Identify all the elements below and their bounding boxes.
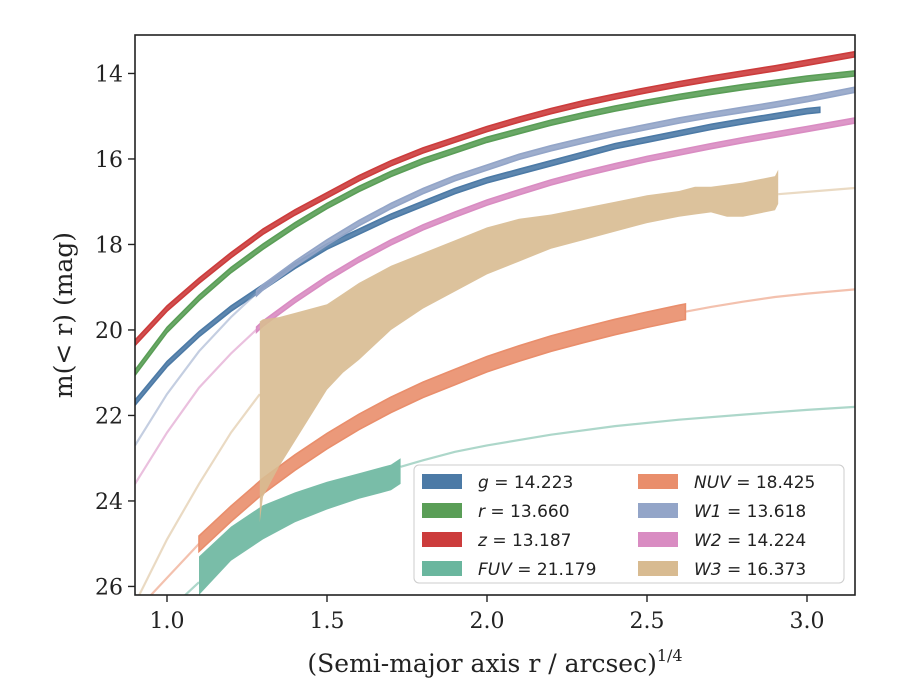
series-nuv-faded-outer — [685, 288, 855, 313]
legend-swatch — [638, 474, 678, 489]
legend-swatch — [638, 503, 678, 518]
series-g-main — [135, 106, 821, 407]
series-w2-faded-inner — [135, 328, 258, 485]
legend-label: g = 14.223 — [478, 473, 573, 493]
series-fuv-band — [199, 458, 401, 595]
series-fuv — [183, 405, 855, 595]
legend-label-value: = 14.224 — [722, 531, 807, 551]
legend-label-value: = 18.425 — [731, 473, 816, 493]
legend-label-var: W3 — [694, 560, 722, 580]
legend-item-w2: W2 = 14.224 — [638, 531, 806, 551]
series-w3-band — [259, 169, 779, 523]
y-axis-ticks: 14 16 18 20 22 24 26 — [95, 62, 135, 600]
y-tick-label: 22 — [95, 404, 123, 429]
series-nuv-main — [198, 303, 687, 554]
legend-label-var: FUV — [478, 560, 513, 580]
series-z-main — [135, 50, 855, 347]
legend-item-nuv: NUV = 18.425 — [638, 473, 815, 493]
y-tick-label: 26 — [95, 575, 123, 600]
x-axis-label-exponent: 1/4 — [657, 646, 683, 665]
legend-label-value: = 16.373 — [722, 560, 807, 580]
legend-box — [413, 464, 845, 584]
legend-label: W2 = 14.224 — [694, 531, 806, 551]
series-z — [135, 50, 855, 347]
legend-item-r: r = 13.660 — [422, 502, 570, 522]
y-tick-label: 14 — [95, 62, 123, 87]
legend-item-w3: W3 = 16.373 — [638, 560, 806, 580]
series-layer — [135, 50, 855, 595]
series-g — [135, 106, 821, 407]
plot-frame — [134, 34, 856, 596]
series-w1-faded-inner — [135, 292, 258, 446]
legend-label: W1 = 13.618 — [694, 502, 806, 522]
series-w3-faded-outer — [778, 186, 855, 196]
legend-item-fuv: FUV = 21.179 — [422, 560, 596, 580]
series-nuv — [149, 288, 855, 595]
legend-label-value: = 13.187 — [487, 531, 572, 551]
legend-label: r = 13.660 — [478, 502, 570, 522]
legend-swatch — [422, 532, 462, 547]
legend-swatch — [638, 561, 678, 576]
legend-label-var: NUV — [694, 473, 732, 493]
x-axis-label-text: (Semi-major axis r / arcsec) — [307, 649, 656, 678]
y-tick-label: 24 — [95, 490, 123, 515]
legend-label-var: z — [477, 531, 488, 551]
series-w2-main — [255, 117, 855, 334]
series-fuv-faded-inner — [183, 581, 200, 595]
x-axis-ticks: 1.0 1.5 2.0 2.5 3.0 — [150, 595, 825, 634]
x-tick-label: 2.0 — [470, 609, 505, 634]
legend-label-value: = 14.223 — [489, 473, 574, 493]
x-tick-label: 1.5 — [310, 609, 345, 634]
series-nuv-faded-inner — [149, 542, 200, 595]
series-w3-faded-inner — [138, 393, 261, 595]
series-w3 — [138, 169, 855, 595]
series-r — [135, 70, 855, 377]
x-tick-label: 2.5 — [630, 609, 665, 634]
legend-label-value: = 13.660 — [485, 502, 570, 522]
legend-label-value: = 21.179 — [512, 560, 597, 580]
legend-swatch — [422, 561, 462, 576]
legend-swatch — [422, 474, 462, 489]
legend-item-z: z = 13.187 — [422, 531, 571, 551]
series-w1-main — [255, 86, 855, 298]
series-w2 — [135, 117, 855, 485]
legend-label: W3 = 16.373 — [694, 560, 806, 580]
x-axis-label: (Semi-major axis r / arcsec)1/4 — [307, 646, 682, 678]
legend-label-value: = 13.618 — [722, 502, 807, 522]
legend-label: FUV = 21.179 — [478, 560, 596, 580]
legend-label-var: r — [478, 502, 486, 522]
x-tick-label: 1.0 — [150, 609, 185, 634]
x-tick-label: 3.0 — [790, 609, 825, 634]
y-axis-label: m(< r) (mag) — [49, 232, 78, 398]
legend-label-var: g — [478, 473, 489, 493]
legend-item-g: g = 14.223 — [422, 473, 573, 493]
legend-label-var: W1 — [694, 502, 722, 522]
series-fuv-faded-outer — [400, 405, 855, 468]
legend-swatch — [422, 503, 462, 518]
y-tick-label: 18 — [95, 233, 123, 258]
legend-label: NUV = 18.425 — [694, 473, 815, 493]
series-w1 — [135, 86, 855, 446]
legend-swatch — [638, 532, 678, 547]
legend-label-var: W2 — [694, 531, 722, 551]
series-r-main — [135, 70, 855, 377]
y-tick-label: 16 — [95, 148, 123, 173]
legend-item-w1: W1 = 13.618 — [638, 502, 806, 522]
y-tick-label: 20 — [95, 319, 123, 344]
legend-label: z = 13.187 — [477, 531, 571, 551]
